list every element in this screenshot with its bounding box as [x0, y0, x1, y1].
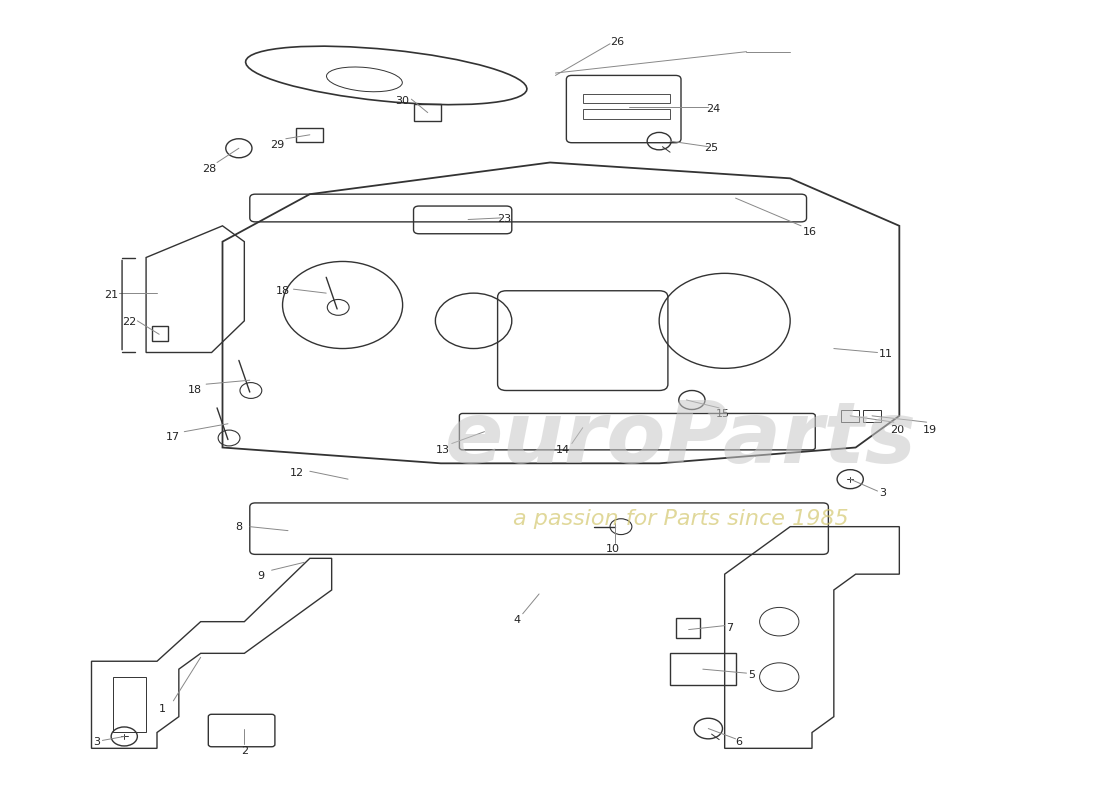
Text: 28: 28 — [202, 164, 217, 174]
Bar — [675, 618, 700, 638]
Text: 8: 8 — [235, 522, 242, 532]
Text: 18: 18 — [275, 286, 289, 296]
Bar — [670, 654, 736, 685]
Bar — [842, 410, 859, 422]
Bar — [414, 104, 441, 122]
Text: 17: 17 — [166, 432, 180, 442]
Text: 3: 3 — [880, 489, 887, 498]
Bar — [296, 128, 323, 142]
Text: 19: 19 — [923, 425, 937, 435]
Text: 22: 22 — [122, 318, 136, 327]
Text: 26: 26 — [610, 37, 625, 47]
Text: 15: 15 — [715, 410, 729, 419]
Text: 11: 11 — [879, 349, 893, 359]
Text: 14: 14 — [556, 445, 570, 455]
Text: 25: 25 — [704, 143, 718, 154]
Text: 6: 6 — [736, 737, 743, 747]
Text: 12: 12 — [289, 468, 304, 478]
Text: 10: 10 — [606, 544, 620, 554]
Text: 24: 24 — [706, 104, 721, 114]
Text: 20: 20 — [890, 425, 904, 435]
Text: 29: 29 — [270, 140, 284, 150]
Text: 4: 4 — [514, 615, 520, 625]
Text: 9: 9 — [257, 570, 264, 581]
Text: 1: 1 — [160, 704, 166, 714]
Text: 18: 18 — [188, 385, 202, 394]
Text: a passion for Parts since 1985: a passion for Parts since 1985 — [514, 509, 849, 529]
Text: 3: 3 — [94, 737, 100, 747]
Bar — [583, 94, 670, 103]
Text: 5: 5 — [748, 670, 756, 681]
Text: 16: 16 — [803, 227, 817, 237]
Bar — [152, 326, 168, 341]
Text: euroParts: euroParts — [446, 398, 917, 481]
Text: 7: 7 — [727, 623, 734, 633]
Bar — [583, 110, 670, 119]
Text: 30: 30 — [396, 96, 409, 106]
Text: 23: 23 — [497, 214, 512, 225]
Text: 2: 2 — [241, 746, 248, 756]
Text: 21: 21 — [104, 290, 118, 300]
Text: 13: 13 — [436, 445, 450, 455]
Bar — [864, 410, 881, 422]
